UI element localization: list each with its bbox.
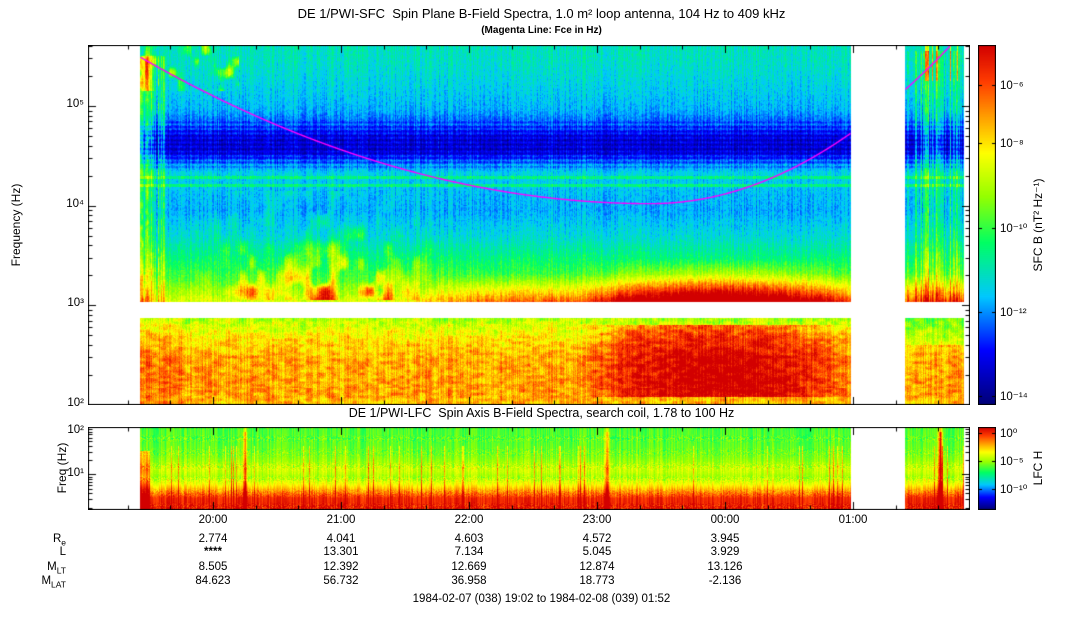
ephemeris-value: 5.045 <box>582 546 612 558</box>
time-axis-label: 00:00 <box>710 514 740 526</box>
lfc-y-tick-label: 10² <box>67 424 84 436</box>
ephemeris-value: 2.774 <box>198 533 228 545</box>
ephemeris-value: 36.958 <box>451 575 487 587</box>
ephemeris-row-label: Re <box>52 533 66 548</box>
ephemeris-row-label-subscript: LAT <box>51 579 66 590</box>
ephemeris-value: 8.505 <box>198 561 228 573</box>
ephemeris-value: 4.572 <box>582 533 612 545</box>
ephemeris-value: **** <box>204 546 222 558</box>
lfc-spectrogram-canvas <box>88 427 970 510</box>
ephemeris-value: 12.392 <box>323 561 359 573</box>
sfc-spectrogram-canvas <box>88 45 970 405</box>
ephemeris-value: 3.929 <box>710 546 740 558</box>
ephemeris-row-label-subscript: e <box>61 537 66 548</box>
sfc-colorbar <box>978 45 996 405</box>
ephemeris-value: 84.623 <box>195 575 231 587</box>
lfc-colorbar <box>978 427 996 510</box>
sfc-y-tick-label: 10⁴ <box>66 197 84 210</box>
sfc-colorbar-tick-label: 10⁻¹² <box>1000 307 1027 320</box>
lfc-title: DE 1/PWI-LFC Spin Axis B-Field Spectra, … <box>348 406 735 420</box>
ephemeris-value: 4.041 <box>326 533 356 545</box>
ephemeris-value: 3.945 <box>710 533 740 545</box>
time-axis-label: 21:00 <box>326 514 356 526</box>
sfc-colorbar-tick-label: 10⁻¹⁰ <box>1000 222 1028 235</box>
ephemeris-value: 56.732 <box>323 575 359 587</box>
time-axis-label: 01:00 <box>838 514 868 526</box>
ephemeris-row-label: L <box>59 546 66 558</box>
sfc-colorbar-tick-label: 10⁻¹⁴ <box>1000 391 1028 403</box>
ephemeris-value: 13.126 <box>707 561 743 573</box>
sfc-y-tick-label: 10² <box>67 397 84 409</box>
sfc-colorbar-tick-label: 10⁻⁸ <box>1000 137 1024 150</box>
sfc-subtitle: (Magenta Line: Fce in Hz) <box>481 25 602 36</box>
lfc-colorbar-tick-label: 10⁰ <box>1000 427 1018 440</box>
ephemeris-value: -2.136 <box>708 575 742 587</box>
lfc-y-tick-label: 10¹ <box>67 467 84 480</box>
ephemeris-row-label: MLT <box>47 561 66 576</box>
ephemeris-row-label: MLAT <box>41 575 66 590</box>
sfc-y-axis-label: Frequency (Hz) <box>9 183 23 267</box>
ephemeris-value: 13.301 <box>323 546 359 558</box>
lfc-colorbar-tick-label: 10⁻¹⁰ <box>1000 484 1028 497</box>
lfc-colorbar-tick-label: 10⁻⁵ <box>1000 456 1024 469</box>
time-axis-label: 22:00 <box>454 514 484 526</box>
ephemeris-value: 18.773 <box>579 575 615 587</box>
time-axis-label: 23:00 <box>582 514 612 526</box>
ephemeris-value: 12.874 <box>579 561 615 573</box>
ephemeris-value: 7.134 <box>454 546 484 558</box>
sfc-title: DE 1/PWI-SFC Spin Plane B-Field Spectra,… <box>297 6 786 21</box>
sfc-colorbar-tick-label: 10⁻⁶ <box>1000 79 1024 92</box>
ephemeris-value: 12.669 <box>451 561 487 573</box>
time-range-caption: 1984-02-07 (038) 19:02 to 1984-02-08 (03… <box>412 593 671 605</box>
sfc-y-tick-label: 10⁵ <box>66 97 84 110</box>
time-axis-label: 20:00 <box>198 514 228 526</box>
ephemeris-value: 4.603 <box>454 533 484 545</box>
sfc-y-tick-label: 10³ <box>67 297 84 310</box>
ephemeris-row-label-subscript: LT <box>56 565 66 576</box>
